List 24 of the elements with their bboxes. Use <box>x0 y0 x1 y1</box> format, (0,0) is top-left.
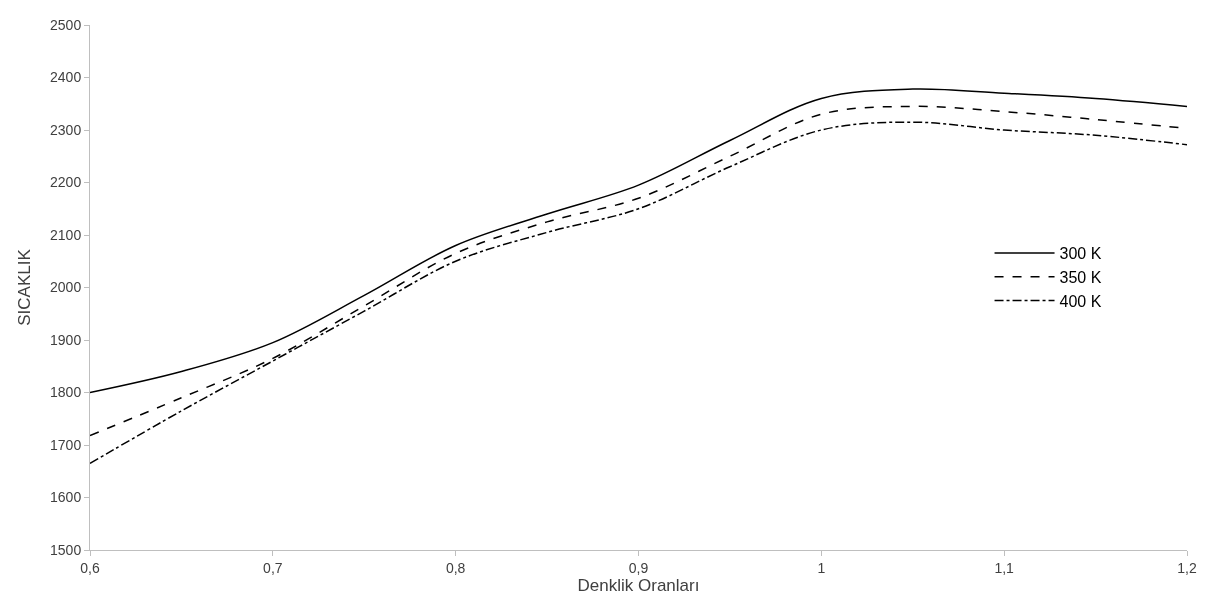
x-axis-title: Denklik Oranları <box>577 575 700 595</box>
y-tick-label: 1900 <box>50 331 82 348</box>
x-tick-label: 1,2 <box>1177 559 1197 576</box>
line-series <box>90 88 1187 394</box>
x-tick-label: 0,9 <box>628 559 649 576</box>
y-tick-label: 1600 <box>50 489 82 506</box>
y-tick-label: 1800 <box>50 384 82 401</box>
y-tick-label: 2100 <box>50 226 82 243</box>
y-tick-label: 1700 <box>50 436 82 453</box>
x-tick-label: 0,7 <box>263 559 283 576</box>
legend-label: 400 K <box>1059 292 1102 310</box>
y-tick-label: 2200 <box>50 174 82 191</box>
legend-label: 350 K <box>1059 268 1102 286</box>
y-tick-label: 1500 <box>50 541 82 558</box>
y-tick-label: 2400 <box>50 69 82 86</box>
y-tick-label: 2300 <box>50 121 82 138</box>
y-axis-title: SICAKLIK <box>14 248 34 326</box>
x-tick-label: 0,6 <box>80 559 100 576</box>
x-tick-label: 1,1 <box>994 559 1015 576</box>
x-tick-label: 1 <box>817 559 826 576</box>
y-tick-label: 2500 <box>50 16 82 33</box>
y-tick-label: 2000 <box>50 279 82 296</box>
x-tick-label: 0,8 <box>445 559 466 576</box>
legend-label: 300 K <box>1059 245 1102 263</box>
